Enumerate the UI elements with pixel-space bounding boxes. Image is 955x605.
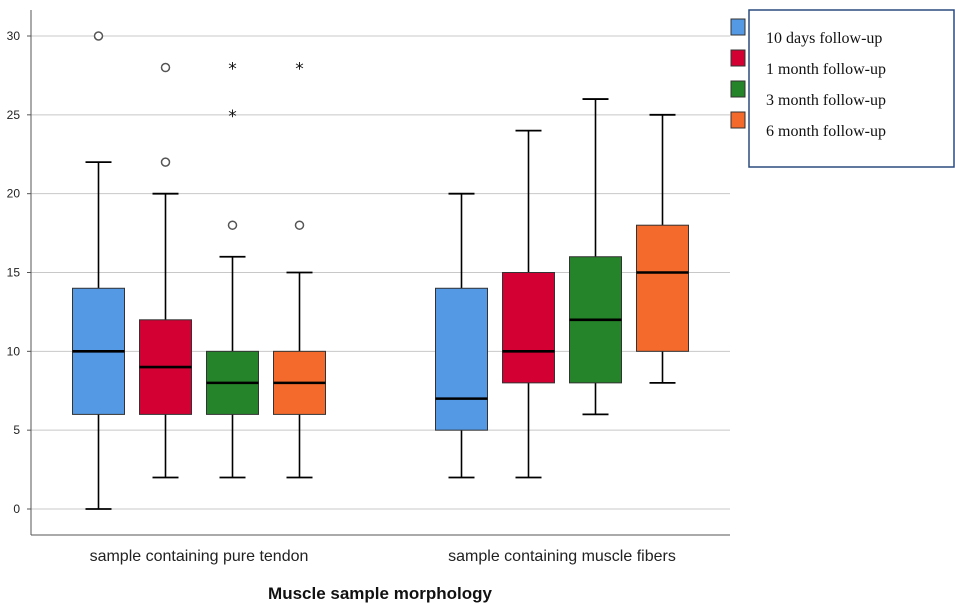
outlier-point xyxy=(160,62,171,73)
box-0-1 xyxy=(435,192,488,479)
legend-label-0: 10 days follow-up xyxy=(766,30,882,47)
box-1-0 xyxy=(139,62,192,479)
gridlines xyxy=(31,35,730,510)
box-series: ** * xyxy=(72,31,689,510)
y-tick-label-20: 20 xyxy=(7,187,21,201)
legend-frame xyxy=(748,9,955,168)
legend-label-2: 3 month follow-up xyxy=(766,92,886,109)
box-0-0 xyxy=(72,31,125,510)
y-tick-labels: 0 5 10 15 20 25 30 xyxy=(7,29,31,516)
box-1-1 xyxy=(502,129,555,479)
box-body xyxy=(435,287,488,431)
x-category-label-pure-tendon: sample containing pure tendon xyxy=(90,548,309,565)
outlier-point xyxy=(294,220,305,230)
y-tick-label-25: 25 xyxy=(7,108,21,122)
box-3-1 xyxy=(636,113,689,384)
y-tick-label-30: 30 xyxy=(7,29,21,43)
legend: 10 days follow-up 1 month follow-up 3 mont… xyxy=(730,9,955,168)
legend-swatch-3 xyxy=(730,111,746,129)
y-tick-label-0: 0 xyxy=(13,502,20,516)
y-tick-label-15: 15 xyxy=(7,266,21,280)
box-2-1 xyxy=(569,98,622,416)
legend-swatch-1 xyxy=(730,49,746,67)
box-3-0: * xyxy=(273,60,326,479)
box-2-0: ** xyxy=(206,60,259,479)
legend-swatch-0 xyxy=(730,18,746,36)
extreme-point: * xyxy=(228,60,237,80)
x-category-label-muscle-fibers: sample containing muscle fibers xyxy=(448,548,676,565)
box-body xyxy=(502,272,555,384)
extreme-point: * xyxy=(295,60,304,80)
y-tick-label-10: 10 xyxy=(7,344,21,358)
box-body xyxy=(636,224,689,352)
legend-swatch-2 xyxy=(730,80,746,98)
legend-label-1: 1 month follow-up xyxy=(766,61,886,78)
outlier-point xyxy=(160,157,171,167)
legend-label-3: 6 month follow-up xyxy=(766,123,886,140)
outlier-point xyxy=(93,31,104,41)
outlier-point xyxy=(227,220,238,230)
x-axis-title: Muscle sample morphology xyxy=(268,584,492,603)
y-tick-label-5: 5 xyxy=(13,423,20,437)
extreme-point: * xyxy=(228,107,237,127)
